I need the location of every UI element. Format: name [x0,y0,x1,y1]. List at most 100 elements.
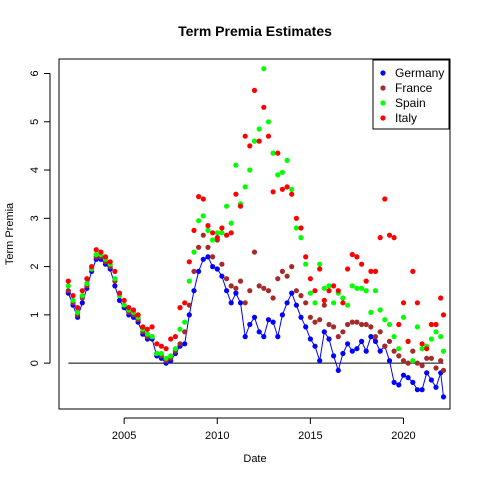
data-point-france [317,317,323,323]
data-point-spain [182,319,188,325]
data-point-spain [265,119,272,125]
data-point-italy [298,225,304,231]
data-point-germany [372,338,379,344]
data-point-germany [191,288,197,294]
data-point-spain [410,358,416,364]
data-point-spain [428,336,434,342]
data-point-germany [349,348,355,354]
data-point-germany [428,377,434,383]
data-point-france [247,288,253,294]
data-point-italy [219,225,225,231]
x-tick-label: 2005 [112,430,136,442]
data-point-germany [400,372,407,378]
data-point-italy [168,336,174,342]
data-point-france [312,319,318,325]
data-point-germany [228,300,234,306]
data-point-spain [75,309,81,315]
data-point-france [191,268,197,274]
data-point-spain [289,186,295,192]
data-point-italy [130,307,137,313]
data-point-spain [256,126,262,132]
legend-label-spain: Spain [395,96,426,110]
data-point-germany [303,324,309,330]
data-point-france [340,329,346,335]
data-point-germany [116,297,123,303]
data-point-germany [200,256,206,262]
data-point-spain [144,331,150,337]
data-point-spain [219,230,225,236]
data-point-germany [321,329,327,335]
data-point-germany [242,334,248,340]
data-point-germany [270,319,276,325]
data-point-france [438,358,444,364]
data-point-spain [196,218,202,224]
data-point-spain [284,157,290,163]
data-point-france [410,348,416,354]
data-point-italy [140,324,146,330]
data-point-italy [307,276,313,282]
data-point-italy [89,264,95,270]
data-point-france [65,288,71,294]
y-tick-label: 5 [29,119,41,125]
data-point-italy [289,191,295,197]
data-point-spain [121,302,127,308]
legend-label-italy: Italy [395,111,417,125]
data-point-france [391,348,397,354]
data-point-germany [433,384,439,390]
data-point-france [414,360,420,366]
data-point-italy [438,295,444,301]
data-point-germany [214,266,220,272]
data-point-germany [363,348,369,354]
data-point-spain [372,288,379,294]
data-point-italy [135,312,141,318]
data-point-france [228,283,234,289]
data-point-france [237,278,244,284]
data-point-italy [144,326,150,332]
data-point-italy [335,288,341,294]
data-point-italy [121,297,127,303]
data-point-italy [433,321,439,328]
data-point-spain [210,237,216,243]
data-point-france [298,293,304,299]
y-tick-label: 6 [29,70,41,76]
data-point-italy [400,300,407,306]
data-point-italy [317,266,323,272]
y-tick-label: 4 [29,167,41,173]
data-point-france [242,300,248,306]
data-point-germany [265,317,272,323]
data-point-spain [177,326,183,332]
data-point-italy [405,338,411,344]
data-point-france [265,288,272,294]
data-point-germany [186,312,192,318]
data-point-france [182,329,188,335]
data-point-italy [256,138,262,144]
data-point-spain [251,138,258,144]
data-point-france [196,244,202,250]
data-point-italy [440,312,447,318]
data-point-spain [270,150,276,156]
data-point-france [279,268,285,274]
data-point-germany [298,314,304,320]
data-point-germany [279,312,285,318]
data-point-spain [70,297,76,303]
data-point-germany [312,343,318,349]
data-point-spain [377,307,383,313]
data-point-spain [396,346,402,352]
data-point-italy [205,223,211,229]
data-point-germany [335,367,341,373]
x-tick-label: 2020 [391,430,415,442]
data-point-spain [154,350,160,357]
data-point-germany [345,341,351,347]
data-point-germany [440,394,447,400]
data-point-germany [386,358,393,364]
data-point-france [270,295,276,301]
data-point-italy [275,150,281,156]
data-point-spain [214,230,220,236]
data-point-italy [359,261,365,267]
data-point-italy [224,232,230,238]
data-point-italy [158,343,164,349]
data-point-italy [424,346,430,352]
series-italy [65,87,447,352]
data-point-spain [84,280,90,287]
data-point-spain [382,317,388,323]
